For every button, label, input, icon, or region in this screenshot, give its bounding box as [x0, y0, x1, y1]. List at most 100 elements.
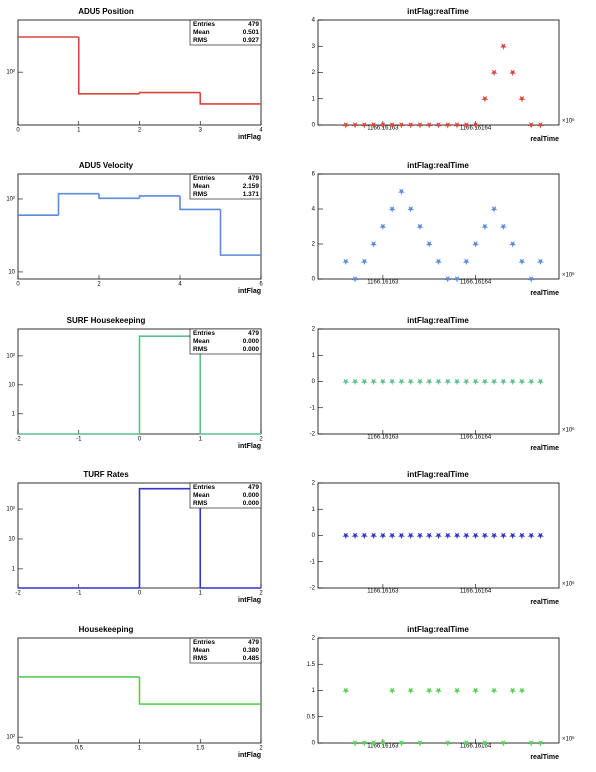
stats-value: 479: [248, 484, 259, 491]
marker: [407, 378, 415, 386]
marker: [444, 740, 452, 747]
stats-label: Entries: [193, 330, 215, 337]
marker: [435, 378, 442, 386]
chart-title: ADU5 Velocity: [79, 161, 134, 170]
stats-label: Mean: [193, 647, 210, 654]
y-tick-label: 2: [312, 636, 316, 642]
chart-title: intFlag:realTime: [407, 625, 469, 634]
marker: [416, 740, 424, 747]
marker: [342, 122, 350, 129]
marker: [444, 276, 452, 283]
marker: [537, 740, 544, 747]
marker: [462, 740, 470, 747]
y-tick-label: 10: [8, 537, 15, 543]
marker: [398, 122, 405, 129]
marker: [342, 378, 350, 386]
histogram-bin: [199, 336, 261, 435]
stats-box: [189, 328, 262, 355]
marker: [444, 122, 452, 129]
x-tick-label: 1.5: [196, 746, 205, 752]
histogram-bin: [179, 195, 221, 211]
marker: [509, 378, 517, 386]
stats-value: 0.000: [243, 500, 260, 507]
y-tick-label: -2: [310, 586, 316, 592]
stats-label: Mean: [193, 183, 210, 190]
marker: [444, 378, 452, 386]
y-tick-label: 1: [312, 507, 316, 513]
x-tick-label: 0: [16, 128, 20, 134]
histogram-bin: [77, 37, 140, 95]
marker: [490, 532, 498, 540]
marker: [472, 532, 479, 540]
marker: [490, 206, 498, 213]
x-axis-label: realTime: [530, 136, 559, 143]
marker: [509, 532, 517, 540]
marker: [379, 223, 387, 231]
marker: [425, 241, 433, 248]
y-tick-label: 2: [312, 242, 316, 248]
marker: [360, 378, 368, 386]
marker: [379, 532, 387, 540]
marker: [388, 687, 396, 695]
marker: [425, 122, 433, 129]
marker: [435, 687, 442, 695]
x-tick-label: 1: [77, 128, 81, 134]
marker: [499, 223, 507, 231]
stats-value: 479: [248, 330, 259, 337]
marker: [435, 532, 442, 540]
x-axis-label: intFlag: [238, 597, 261, 604]
marker: [407, 687, 415, 695]
marker: [527, 740, 535, 747]
stats-label: Mean: [193, 492, 210, 499]
marker: [509, 69, 517, 77]
stats-box: [189, 637, 262, 664]
stats-value: 0.000: [243, 492, 260, 499]
marker: [379, 122, 387, 129]
marker: [509, 241, 517, 248]
marker: [481, 223, 489, 231]
y-tick-label: 2: [312, 327, 316, 333]
y-tick-label: 0: [312, 379, 316, 385]
x-tick-label: 0: [16, 746, 20, 752]
y-tick-label: 2: [312, 481, 316, 487]
panel: intFlag:realTimerealTime×10⁶1166.1616311…: [312, 7, 576, 143]
y-tick-label: 10²: [6, 70, 15, 76]
y-tick-label: 10²: [6, 353, 15, 359]
marker: [537, 258, 544, 266]
x-axis-label: realTime: [530, 290, 559, 297]
y-tick-label: 2: [312, 70, 316, 76]
marker: [342, 258, 350, 266]
stats-label: RMS: [193, 191, 208, 198]
marker: [360, 258, 368, 266]
marker: [472, 122, 479, 129]
y-tick-label: -1: [310, 405, 316, 411]
y-tick-label: 0: [312, 533, 316, 539]
panel: ADU5 Velocity intFlag 0 2 4 6 10 10² Entries 479 M…: [6, 161, 263, 295]
marker: [481, 95, 489, 103]
marker: [416, 532, 424, 540]
marker: [370, 378, 378, 386]
marker: [360, 740, 368, 747]
stats-label: Entries: [193, 175, 215, 182]
x-tick-label: 1: [199, 437, 203, 443]
x-axis-label: realTime: [530, 754, 559, 761]
stats-box: [189, 19, 262, 46]
marker: [462, 122, 470, 129]
marker: [425, 687, 433, 695]
marker: [453, 276, 461, 283]
x-tick-label: 2: [259, 591, 263, 597]
marker: [425, 378, 433, 386]
marker: [481, 378, 489, 386]
x-tick-label: -2: [15, 591, 21, 597]
y-tick-label: 0.5: [307, 714, 316, 720]
marker: [462, 378, 470, 386]
chart-title: TURF Rates: [83, 470, 129, 479]
x-tick-label: 2: [138, 128, 142, 134]
marker: [481, 740, 489, 747]
marker: [518, 532, 526, 540]
frame: [17, 173, 262, 280]
y-tick-label: 4: [312, 207, 316, 213]
marker: [398, 188, 405, 196]
